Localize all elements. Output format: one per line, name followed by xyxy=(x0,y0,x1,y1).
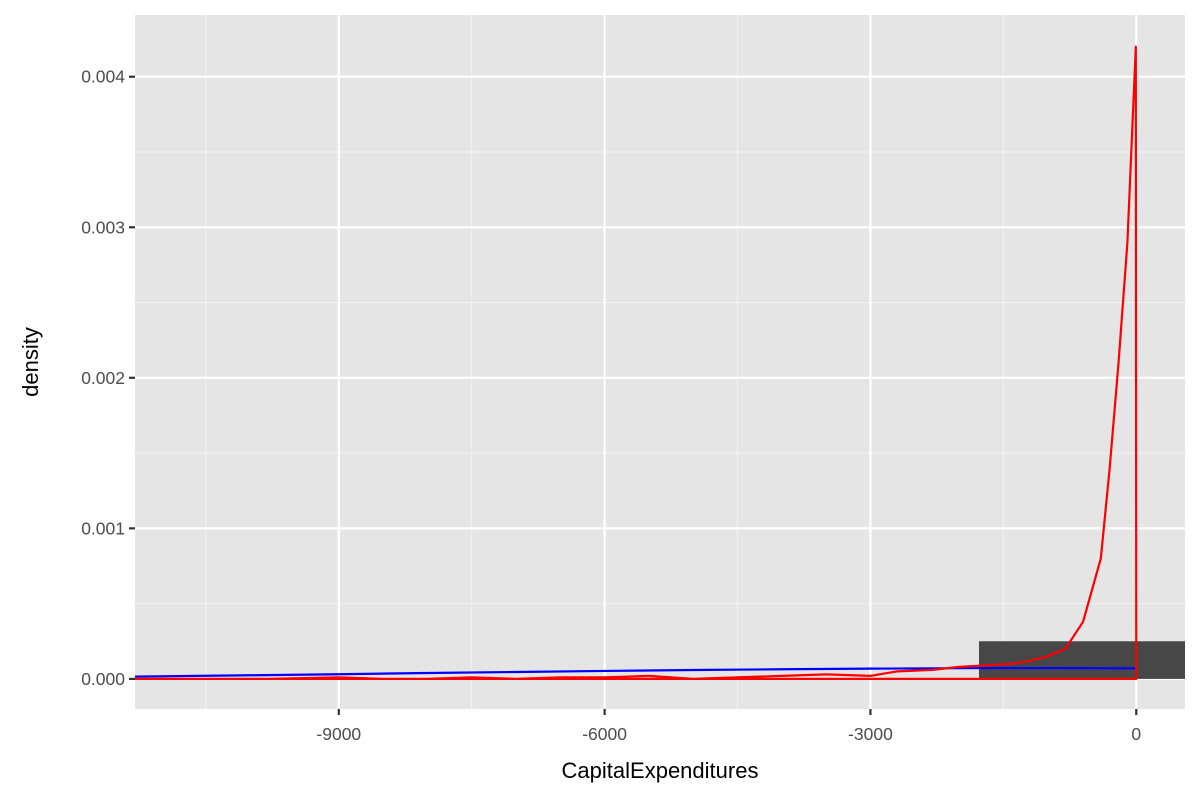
density-curve-line xyxy=(135,45,1138,680)
x-tick-label: -6000 xyxy=(582,724,627,744)
x-axis-ticks: -9000 -6000 -3000 0 xyxy=(316,709,1141,744)
y-tick-label: 0.002 xyxy=(81,368,125,388)
x-tick-label: -9000 xyxy=(316,724,361,744)
panel-background xyxy=(135,15,1185,709)
y-tick-label: 0.003 xyxy=(81,217,125,237)
x-tick-label: -3000 xyxy=(848,724,893,744)
histogram-bars xyxy=(978,641,1185,679)
y-axis-title: density xyxy=(18,327,43,397)
minor-gridlines xyxy=(135,15,1185,709)
normal-curve-line xyxy=(134,666,1137,678)
y-axis-ticks: 0.000 0.001 0.002 0.003 0.004 xyxy=(81,67,135,689)
x-axis-title: CapitalExpenditures xyxy=(562,758,759,783)
y-tick-label: 0.004 xyxy=(81,67,125,87)
y-tick-label: 0.001 xyxy=(81,518,125,538)
histogram-bar xyxy=(978,641,1185,679)
x-tick-label: 0 xyxy=(1131,724,1141,744)
y-tick-label: 0.000 xyxy=(81,669,125,689)
curves xyxy=(134,45,1138,680)
